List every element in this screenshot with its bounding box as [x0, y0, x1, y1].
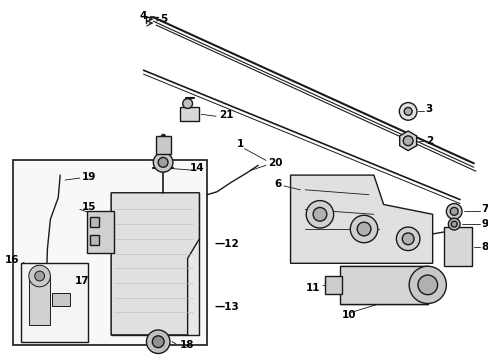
- Polygon shape: [444, 227, 471, 266]
- Circle shape: [446, 203, 461, 219]
- Circle shape: [408, 266, 446, 303]
- Text: 5: 5: [160, 14, 167, 24]
- Circle shape: [356, 222, 370, 236]
- Circle shape: [450, 221, 456, 227]
- Text: 19: 19: [81, 172, 96, 182]
- Bar: [86, 211, 114, 252]
- Text: 15: 15: [81, 202, 96, 212]
- Polygon shape: [399, 131, 416, 150]
- Circle shape: [312, 207, 326, 221]
- Circle shape: [447, 218, 459, 230]
- Bar: [21, 263, 87, 342]
- Bar: [180, 108, 199, 121]
- Circle shape: [449, 207, 457, 215]
- Text: 14: 14: [190, 163, 204, 173]
- Bar: [156, 136, 171, 153]
- Bar: [52, 293, 70, 306]
- Text: —13: —13: [214, 302, 238, 312]
- Circle shape: [399, 103, 416, 120]
- Circle shape: [183, 99, 192, 108]
- Text: 11: 11: [305, 283, 319, 293]
- Polygon shape: [111, 193, 199, 335]
- Text: 2: 2: [425, 136, 432, 146]
- Text: 17: 17: [75, 276, 89, 286]
- Circle shape: [305, 201, 333, 228]
- Text: 18: 18: [180, 340, 194, 350]
- Bar: [89, 217, 99, 227]
- Circle shape: [29, 265, 50, 287]
- Polygon shape: [290, 175, 432, 263]
- Text: 16: 16: [4, 255, 19, 265]
- Circle shape: [158, 157, 168, 167]
- Text: 3: 3: [425, 104, 432, 114]
- Bar: [13, 161, 207, 345]
- Bar: [339, 266, 427, 303]
- Text: 1: 1: [237, 139, 244, 149]
- Text: 9: 9: [481, 219, 488, 229]
- Text: 10: 10: [342, 310, 356, 320]
- Text: 8: 8: [481, 242, 488, 252]
- Text: 6: 6: [274, 179, 281, 189]
- Circle shape: [35, 271, 44, 281]
- Text: 4: 4: [139, 11, 146, 21]
- Circle shape: [152, 336, 164, 348]
- Text: —12: —12: [214, 239, 238, 249]
- Text: 20: 20: [267, 158, 282, 168]
- Bar: [29, 276, 50, 325]
- Circle shape: [417, 275, 437, 295]
- Circle shape: [402, 233, 413, 245]
- Circle shape: [403, 136, 412, 146]
- Circle shape: [396, 227, 419, 251]
- Bar: [111, 193, 199, 335]
- Bar: [324, 276, 342, 294]
- Circle shape: [153, 153, 173, 172]
- Text: 21: 21: [219, 110, 233, 120]
- Circle shape: [404, 108, 411, 115]
- Text: 7: 7: [481, 204, 488, 215]
- Bar: [89, 235, 99, 245]
- Circle shape: [349, 215, 377, 243]
- Circle shape: [146, 330, 170, 354]
